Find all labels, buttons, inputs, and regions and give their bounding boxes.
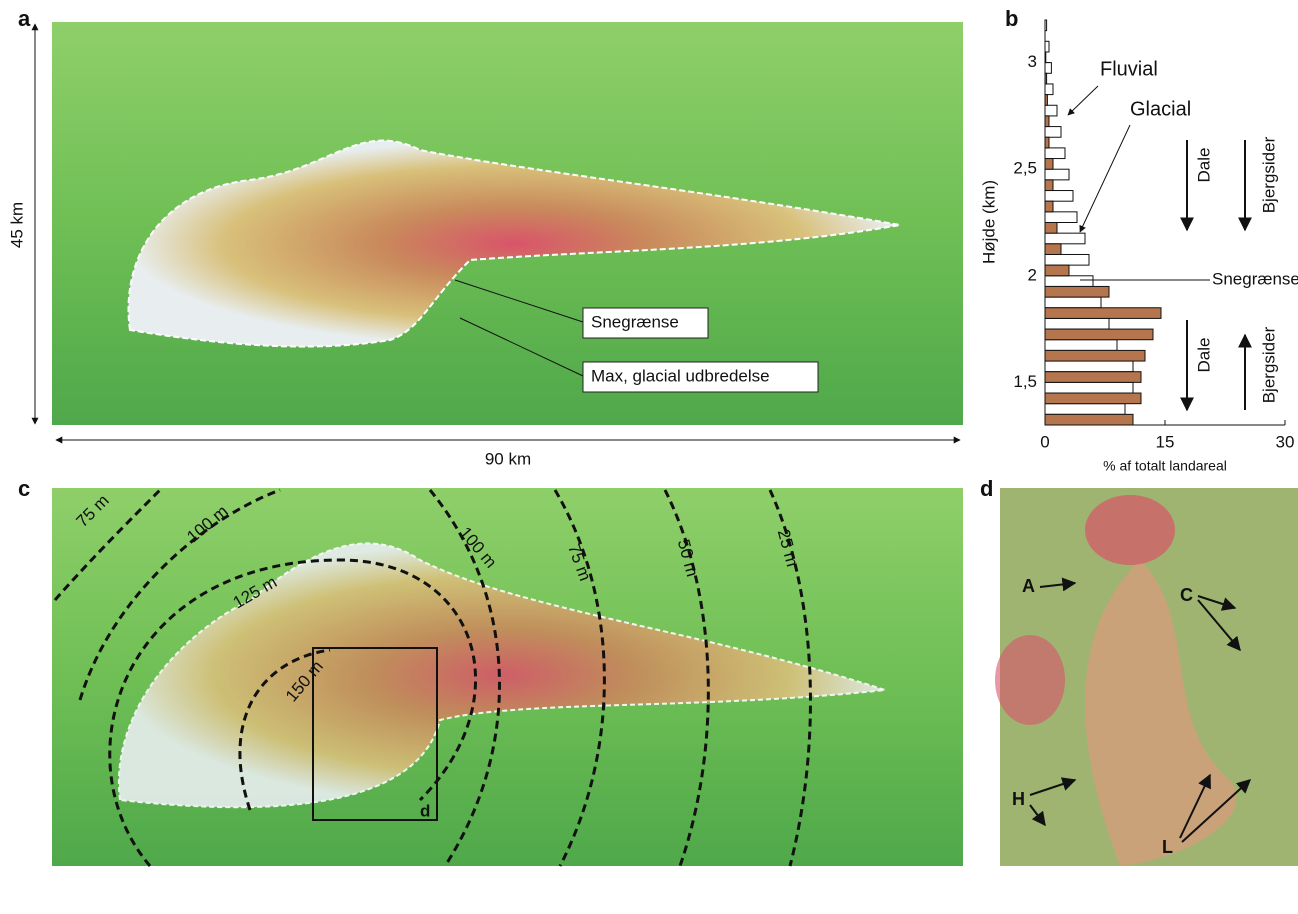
bar <box>1045 276 1093 287</box>
panel-letter: d <box>980 476 993 501</box>
bar <box>1045 52 1046 63</box>
x-tick-label: 30 <box>1276 432 1295 451</box>
bar <box>1045 95 1047 106</box>
bar <box>1045 393 1141 404</box>
bar <box>1045 63 1051 74</box>
bar <box>1045 137 1049 148</box>
bar <box>1045 265 1069 276</box>
annotation: Bjergsider <box>1259 326 1278 403</box>
bar <box>1045 180 1053 191</box>
bar <box>1045 233 1085 244</box>
bar <box>1045 414 1133 425</box>
peak <box>995 635 1065 725</box>
x-tick-label: 0 <box>1040 432 1049 451</box>
bar <box>1045 286 1109 297</box>
bar <box>1045 329 1153 340</box>
bar <box>1045 148 1065 159</box>
series-label: Glacial <box>1130 98 1191 120</box>
bar <box>1045 308 1161 319</box>
bar <box>1045 382 1133 393</box>
bar <box>1045 116 1049 127</box>
bar <box>1045 20 1047 31</box>
map-label: H <box>1012 789 1025 809</box>
bar <box>1045 244 1061 255</box>
panel-letter: c <box>18 476 30 501</box>
callout: Max, glacial udbredelse <box>591 366 770 385</box>
x-tick-label: 15 <box>1156 432 1175 451</box>
map-label: C <box>1180 585 1193 605</box>
panel-a: a 45 km 90 km Snegrænse Max, glacial udb… <box>7 6 963 469</box>
bar <box>1045 191 1073 202</box>
annotation: Bjergsider <box>1259 136 1278 213</box>
annotation: Snegrænse <box>1212 269 1298 288</box>
y-tick-label: 3 <box>1028 52 1037 71</box>
bar <box>1045 212 1077 223</box>
bar <box>1045 84 1053 95</box>
scale-label: 90 km <box>485 449 531 468</box>
bar <box>1045 297 1101 308</box>
y-tick-label: 1,5 <box>1013 372 1037 391</box>
bar <box>1045 254 1089 265</box>
bar <box>1045 361 1133 372</box>
bar <box>1045 127 1061 138</box>
y-tick-label: 2 <box>1028 265 1037 284</box>
panel-letter: b <box>1005 6 1018 31</box>
panel-b: 30 15 0 3 2,5 2 1,5 b Højde (km) % af totalt la… <box>979 6 1298 474</box>
arrow <box>1080 125 1130 232</box>
arrow <box>1068 86 1098 115</box>
inset-label: d <box>420 801 430 820</box>
series-label: Fluvial <box>1100 58 1158 80</box>
bar <box>1045 318 1109 329</box>
bar <box>1045 350 1145 361</box>
annotation: Dale <box>1194 148 1213 183</box>
bar <box>1045 105 1057 116</box>
scale-label: 45 km <box>7 202 26 248</box>
bar <box>1045 73 1047 84</box>
annotation: Dale <box>1194 338 1213 373</box>
bar <box>1045 159 1053 170</box>
bar <box>1045 404 1125 415</box>
x-axis-label: % af totalt landareal <box>1103 458 1227 474</box>
y-axis-label: Højde (km) <box>979 180 998 264</box>
bar <box>1045 41 1049 52</box>
bar <box>1045 169 1069 180</box>
y-tick-label: 2,5 <box>1013 159 1037 178</box>
callout: Snegrænse <box>591 312 679 331</box>
map-label: A <box>1022 576 1035 596</box>
panel-c: d c 75 m 100 m 125 m 150 m 100 m 75 m 50… <box>18 476 963 866</box>
peak <box>1085 495 1175 565</box>
bar <box>1045 340 1117 351</box>
panel-letter: a <box>18 6 31 31</box>
bar <box>1045 201 1053 212</box>
figure: a 45 km 90 km Snegrænse Max, glacial udb… <box>0 0 1298 909</box>
bar <box>1045 372 1141 383</box>
panel-d: d A C H L <box>980 476 1298 866</box>
bar <box>1045 223 1057 234</box>
map-label: L <box>1162 837 1173 857</box>
